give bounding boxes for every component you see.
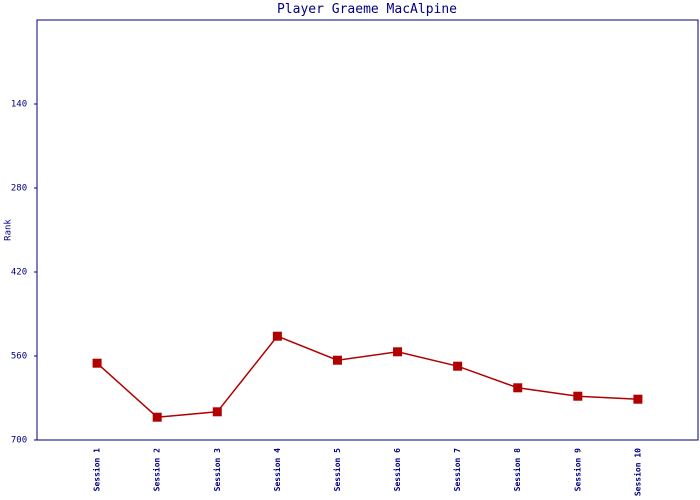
marker <box>212 407 222 417</box>
marker <box>152 412 162 422</box>
plot-frame <box>36 19 699 441</box>
x-tick-label: Session 8 <box>512 448 522 492</box>
x-tick-label: Session 7 <box>452 448 462 492</box>
marker <box>393 347 403 357</box>
marker <box>513 383 523 393</box>
marker <box>272 331 282 341</box>
x-tick-label: Session 5 <box>332 448 342 492</box>
marker <box>453 361 463 371</box>
y-tick-label: 140 <box>11 100 27 110</box>
y-axis-label: Rank <box>4 219 14 241</box>
x-tick-label: Session 9 <box>572 448 582 492</box>
x-tick-label: Session 10 <box>632 448 642 496</box>
y-tick-label: 700 <box>11 436 27 446</box>
chart-title: Player Graeme MacAlpine <box>277 2 457 17</box>
y-tick-label: 280 <box>11 184 27 194</box>
x-tick-label: Session 2 <box>152 448 162 492</box>
x-tick-label: Session 6 <box>392 448 402 492</box>
marker <box>332 355 342 365</box>
x-tick-label: Session 1 <box>92 448 102 492</box>
y-tick-label: 420 <box>11 268 27 278</box>
marker <box>92 358 102 368</box>
x-tick-label: Session 3 <box>212 448 222 492</box>
y-tick-label: 560 <box>11 352 27 362</box>
line <box>96 335 638 418</box>
marker <box>573 391 583 401</box>
x-tick-label: Session 4 <box>272 448 282 492</box>
marker <box>633 394 643 404</box>
